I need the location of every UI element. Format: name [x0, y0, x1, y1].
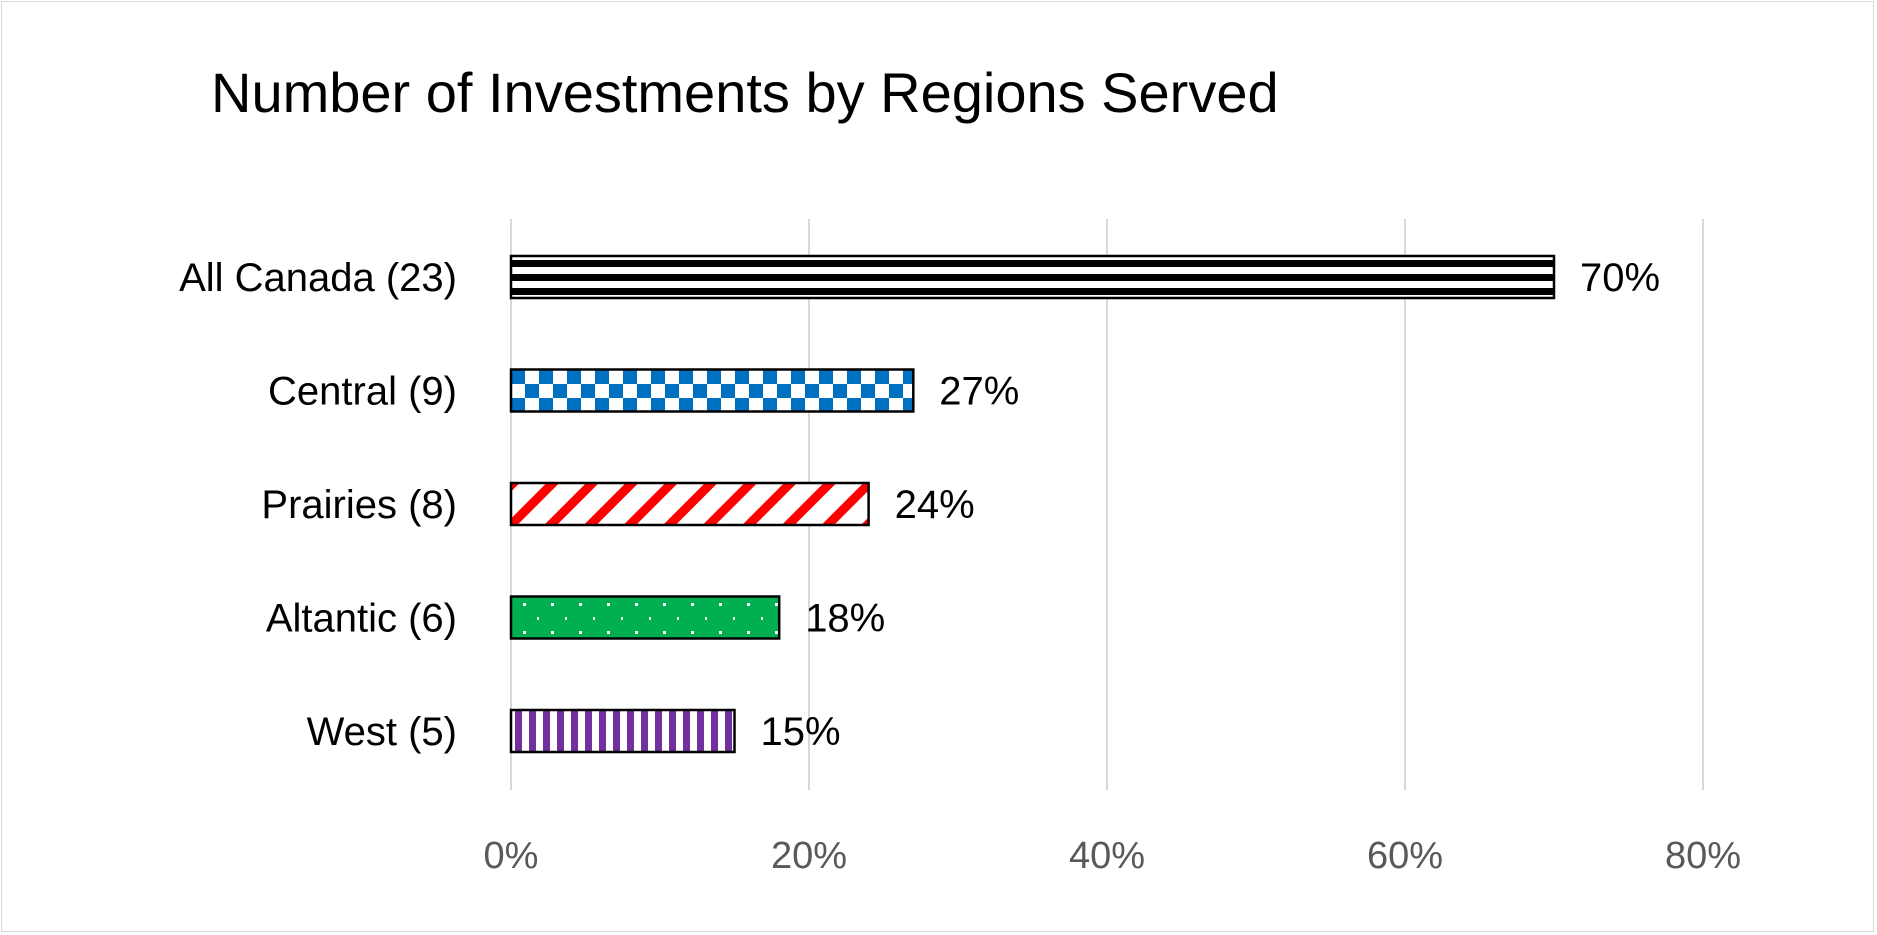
- bar: [509, 254, 1556, 300]
- bar: [509, 595, 781, 640]
- data-label: 18%: [805, 597, 885, 641]
- bar: [509, 368, 915, 413]
- labels: 0% 20% 40% 60% 80% All Canada (23) 70% Central …: [179, 256, 1741, 877]
- category-label: Central (9): [268, 370, 457, 414]
- data-label: 27%: [939, 370, 1019, 414]
- category-label: Prairies (8): [261, 483, 457, 527]
- data-label: 24%: [895, 483, 975, 527]
- x-tick-label: 60%: [1367, 835, 1443, 877]
- data-label: 70%: [1580, 256, 1660, 300]
- gridlines: [510, 219, 1704, 790]
- x-tick-label: 40%: [1069, 835, 1145, 877]
- category-label: Altantic (6): [266, 597, 457, 641]
- chart-title: Number of Investments by Regions Served: [211, 61, 1279, 124]
- bars: [509, 254, 1556, 754]
- category-label: West (5): [307, 710, 457, 754]
- bar: [509, 708, 736, 754]
- category-label: All Canada (23): [179, 256, 457, 300]
- x-tick-label: 20%: [771, 835, 847, 877]
- x-tick-label: 0%: [484, 835, 539, 877]
- x-tick-label: 80%: [1665, 835, 1741, 877]
- bar: [509, 481, 870, 527]
- data-label: 15%: [761, 710, 841, 754]
